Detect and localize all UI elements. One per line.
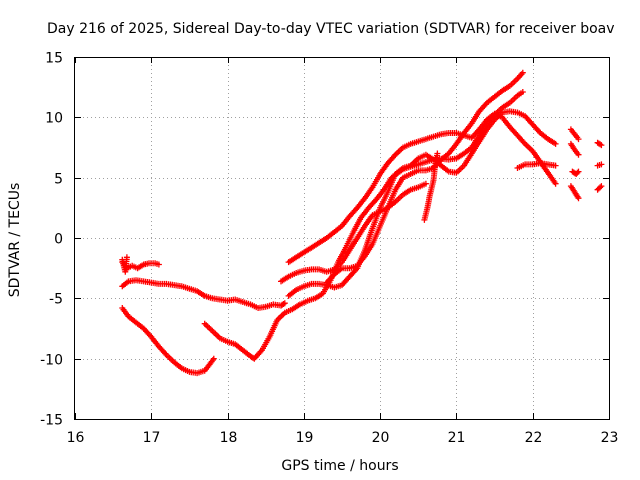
series-s14 [569, 168, 582, 177]
series-s10 [421, 150, 441, 223]
series-s3 [119, 277, 288, 311]
data-point [210, 355, 217, 362]
x-tick-label: 21 [448, 430, 466, 446]
plot-area [119, 69, 605, 377]
y-tick-label: -10 [40, 353, 63, 369]
data-point [552, 180, 559, 187]
data-point [552, 162, 559, 169]
y-tick-label: 0 [54, 232, 63, 248]
series-s16 [594, 139, 605, 149]
chart-title: Day 216 of 2025, Sidereal Day-to-day VTE… [47, 21, 615, 37]
x-axis-label: GPS time / hours [281, 458, 398, 474]
x-tick-label: 16 [67, 430, 85, 446]
data-point [123, 254, 130, 261]
data-point [155, 261, 162, 268]
data-point [598, 183, 605, 190]
series-s11 [514, 160, 559, 171]
y-tick-label: 5 [54, 172, 63, 188]
x-tick-label: 20 [372, 430, 390, 446]
y-tick-label: 10 [45, 111, 63, 127]
data-point [598, 142, 605, 149]
data-point [519, 69, 526, 76]
data-point [519, 89, 526, 95]
series-s18 [594, 183, 605, 193]
data-point [575, 195, 582, 202]
series-s9 [323, 69, 526, 286]
series-s15 [567, 183, 582, 202]
series-s12 [567, 126, 582, 143]
data-point [281, 300, 288, 307]
series-s2 [119, 254, 130, 275]
data-point [575, 168, 582, 175]
series-s13 [567, 140, 582, 158]
y-tick-label: -15 [40, 413, 63, 429]
x-tick-label: 19 [296, 430, 314, 446]
plot-frame [74, 57, 610, 420]
data-point [597, 184, 604, 191]
data-point [280, 301, 287, 307]
data-point [597, 141, 604, 148]
axis-ticks: 16 17 18 19 20 21 22 23 -15 -10 -5 0 5 10 15 [40, 51, 618, 447]
data-point [575, 151, 582, 158]
x-tick-label: 23 [601, 430, 619, 446]
y-axis-label: SDTVAR / TECUs [7, 183, 23, 298]
series-s4 [119, 305, 217, 377]
data-point [552, 140, 559, 147]
x-tick-label: 17 [143, 430, 161, 446]
y-tick-label: 15 [45, 51, 63, 67]
x-tick-label: 22 [525, 430, 543, 446]
series-s5 [201, 89, 526, 362]
x-tick-label: 18 [220, 430, 238, 446]
series-s17 [594, 161, 605, 169]
y-tick-label: -5 [49, 292, 63, 308]
data-point [574, 169, 581, 176]
grid [75, 57, 609, 419]
data-point [598, 161, 605, 168]
data-point [422, 180, 429, 187]
data-point [575, 136, 582, 143]
data-point [434, 150, 441, 157]
